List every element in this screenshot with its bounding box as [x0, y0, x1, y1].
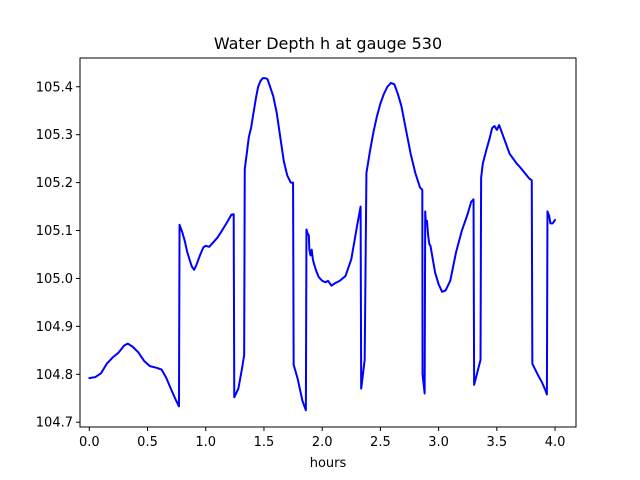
chart-title: Water Depth h at gauge 530	[214, 34, 442, 53]
x-tick-label: 4.0	[545, 435, 566, 450]
y-tick-label: 105.0	[36, 272, 73, 287]
x-tick-label: 1.5	[254, 435, 275, 450]
tick-layer: 0.0 0.5 1.0 1.5 2.0 2.5 3.0 3.5 4.0 104.7 104.8 104…	[36, 80, 566, 450]
y-tick-label: 105.4	[36, 80, 73, 95]
x-tick-label: 3.5	[486, 435, 507, 450]
x-tick-label: 2.0	[312, 435, 333, 450]
series-line-1	[88, 77, 557, 412]
y-tick-label: 104.7	[36, 416, 73, 431]
y-tick-label: 104.8	[36, 368, 73, 383]
y-tick-label: 104.9	[36, 320, 73, 335]
y-tick-label: 105.1	[36, 224, 73, 239]
x-tick-label: 0.5	[137, 435, 158, 450]
y-tick-label: 105.2	[36, 176, 73, 191]
x-tick-label: 0.0	[79, 435, 100, 450]
y-tick-label: 105.3	[36, 128, 73, 143]
plot-frame	[79, 57, 577, 428]
x-tick-label: 3.0	[428, 435, 449, 450]
x-axis-label: hours	[310, 456, 347, 471]
plot-layer	[88, 77, 557, 412]
x-tick-label: 1.0	[195, 435, 216, 450]
x-tick-label: 2.5	[370, 435, 391, 450]
